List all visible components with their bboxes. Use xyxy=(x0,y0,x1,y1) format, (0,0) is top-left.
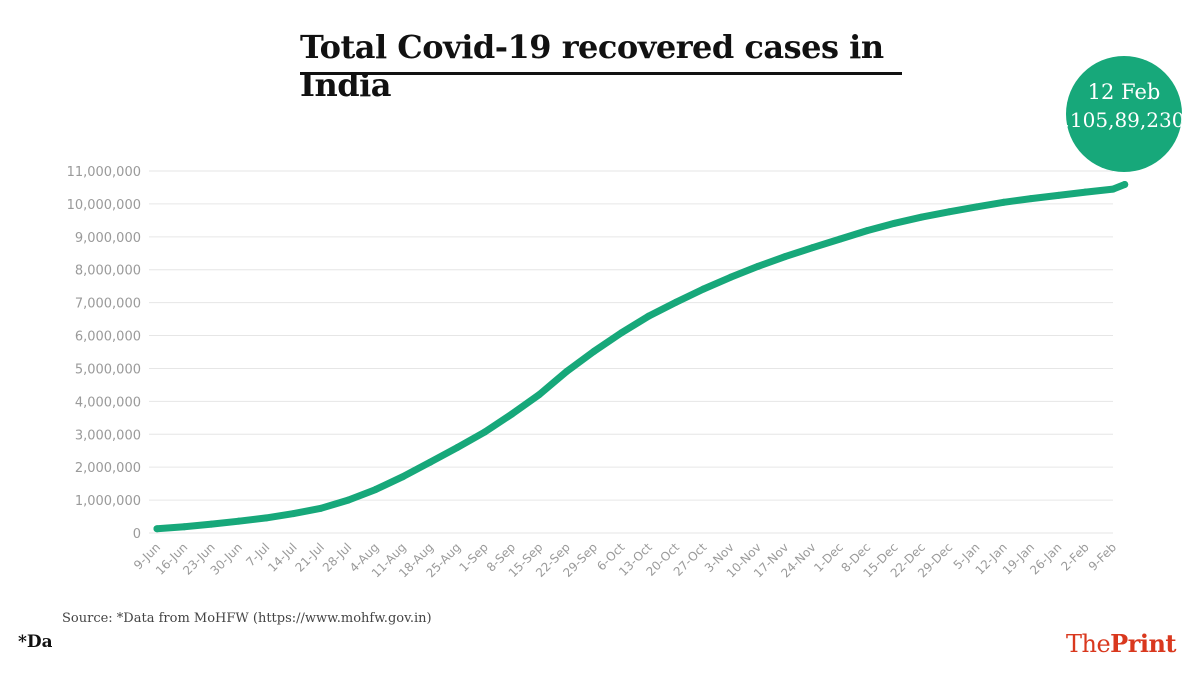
data-point xyxy=(317,504,325,512)
data-point xyxy=(399,473,407,481)
data-point xyxy=(235,517,243,525)
data-point xyxy=(535,390,543,398)
data-point xyxy=(453,443,461,451)
data-point xyxy=(426,458,434,466)
x-tick-label: 14-Jul xyxy=(265,540,299,574)
data-point xyxy=(836,235,844,243)
data-point xyxy=(481,428,489,436)
data-point xyxy=(590,347,598,355)
x-tick-label: 2-Feb xyxy=(1058,540,1091,573)
data-point xyxy=(1027,195,1035,203)
badge-value: ,105,89,230 xyxy=(1066,108,1182,132)
y-axis-tick-labels: 0 1,000,000 2,000,000 3,000,000 4,000,000 5,0… xyxy=(67,165,141,542)
y-tick-label: 0 xyxy=(133,527,141,542)
logo-print: Print xyxy=(1110,629,1177,658)
data-point xyxy=(699,285,707,293)
data-point xyxy=(754,262,762,270)
data-point xyxy=(208,520,216,528)
data-point xyxy=(153,525,161,533)
y-tick-label: 11,000,000 xyxy=(67,165,141,180)
data-point xyxy=(863,227,871,235)
x-tick-label: 1-Sep xyxy=(457,540,491,574)
data-point xyxy=(563,367,571,375)
badge-date: 12 Feb xyxy=(1087,80,1161,104)
data-point xyxy=(972,203,980,211)
x-tick-label: 9-Feb xyxy=(1086,540,1119,573)
y-tick-label: 1,000,000 xyxy=(75,494,141,509)
series-line xyxy=(153,181,1129,533)
y-tick-label: 4,000,000 xyxy=(75,395,141,410)
data-point xyxy=(1000,198,1008,206)
data-point xyxy=(180,523,188,531)
x-tick-label: 1-Dec xyxy=(811,540,846,575)
data-point xyxy=(508,410,516,418)
series-layer xyxy=(153,181,1129,533)
y-tick-label: 5,000,000 xyxy=(75,362,141,377)
y-tick-label: 2,000,000 xyxy=(75,461,141,476)
y-tick-label: 3,000,000 xyxy=(75,428,141,443)
data-point xyxy=(945,208,953,216)
data-point xyxy=(262,514,270,522)
footnote: *Da xyxy=(18,632,52,652)
y-tick-label: 6,000,000 xyxy=(75,330,141,345)
x-tick-label: 28-Jul xyxy=(320,540,354,574)
data-point xyxy=(781,253,789,261)
data-point xyxy=(645,312,653,320)
theprint-logo: ThePrint xyxy=(1066,629,1177,658)
data-point xyxy=(344,496,352,504)
data-point xyxy=(809,244,817,252)
y-tick-label: 9,000,000 xyxy=(75,231,141,246)
y-tick-label: 10,000,000 xyxy=(67,198,141,213)
gridlines xyxy=(149,170,1113,534)
data-point xyxy=(727,273,735,281)
data-point xyxy=(672,298,680,306)
title-underline xyxy=(300,72,902,75)
data-point xyxy=(890,219,898,227)
y-tick-label: 7,000,000 xyxy=(75,297,141,312)
data-point xyxy=(290,510,298,518)
data-point xyxy=(617,329,625,337)
data-point xyxy=(1054,191,1062,199)
last-data-point xyxy=(1121,181,1129,189)
data-point xyxy=(918,213,926,221)
y-tick-label: 8,000,000 xyxy=(75,264,141,279)
x-tick-label: 21-Jul xyxy=(293,540,327,574)
logo-the: The xyxy=(1066,630,1111,658)
data-point xyxy=(1109,185,1117,193)
data-point xyxy=(1082,188,1090,196)
latest-value-badge: 12 Feb ,105,89,230 xyxy=(1066,56,1182,172)
x-axis-tick-labels: 9-Jun16-Jun23-Jun30-Jun7-Jul14-Jul21-Jul… xyxy=(131,540,1119,581)
source-note: Source: *Data from MoHFW (https://www.mo… xyxy=(62,611,432,626)
data-point xyxy=(372,486,380,494)
